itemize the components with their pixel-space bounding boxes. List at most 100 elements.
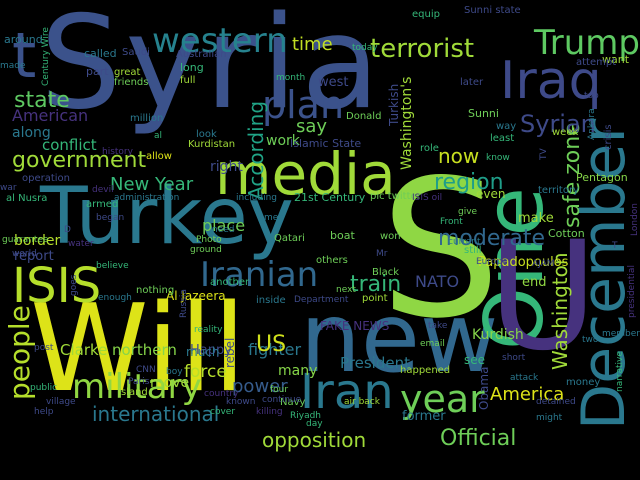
word: two: [582, 335, 599, 345]
word: Century Wire: [41, 27, 51, 86]
word: Navy: [280, 397, 306, 408]
word: allow: [146, 151, 172, 162]
word: operation: [22, 173, 71, 184]
word: many: [278, 363, 318, 379]
word: Qatari: [274, 233, 305, 244]
word: Syria: [40, 0, 384, 138]
word: President: [340, 354, 410, 372]
word: say: [296, 116, 328, 137]
word: Department: [294, 295, 349, 305]
word: new: [300, 282, 499, 394]
word: country: [204, 389, 239, 399]
word: later: [460, 77, 484, 88]
word: northern: [112, 341, 177, 359]
word: Washington: [548, 252, 572, 370]
word: killing: [256, 407, 283, 417]
word: end: [522, 275, 547, 290]
word: international: [92, 402, 220, 426]
word: look: [196, 129, 217, 140]
word: London: [630, 203, 640, 236]
word: Australian: [176, 49, 227, 60]
word: Iran: [300, 364, 394, 420]
word: year: [400, 377, 485, 421]
word: devil: [92, 185, 114, 195]
word: armed: [86, 199, 119, 210]
word: air back: [344, 397, 380, 407]
word: continue: [262, 395, 302, 405]
word: won: [380, 231, 401, 242]
word: conflict: [42, 136, 97, 154]
word: money: [566, 377, 601, 388]
word: known: [226, 397, 256, 407]
word: Donald: [346, 111, 382, 122]
word: Happy: [190, 343, 232, 358]
word: presidential: [627, 265, 637, 318]
word: detained: [536, 397, 576, 407]
word: pic twitter: [370, 191, 421, 202]
word: territory: [538, 185, 579, 196]
word: Photo: [196, 235, 222, 245]
word: help: [34, 407, 54, 417]
word: report: [14, 249, 54, 264]
word: fighter: [248, 340, 302, 359]
word: Kurdistan: [188, 139, 236, 150]
word: ground: [190, 245, 222, 255]
word: Ankara: [587, 108, 597, 140]
word: Europe: [476, 257, 508, 267]
word: Al Jazeera: [166, 289, 226, 303]
word: much: [186, 345, 220, 359]
word: government: [12, 148, 147, 173]
word: S: [380, 139, 501, 360]
word: Iranian: [200, 255, 319, 295]
word: give: [458, 207, 478, 217]
word: attack: [510, 373, 539, 383]
word: America: [490, 384, 565, 405]
word: Islamic State: [290, 137, 362, 150]
word: now: [438, 144, 480, 168]
word: state: [14, 88, 70, 113]
word: Cotton: [548, 227, 585, 240]
word: others: [316, 255, 348, 266]
word: military: [72, 367, 202, 407]
word: want: [602, 53, 630, 66]
word: western: [152, 21, 288, 61]
word: least: [490, 133, 515, 144]
word: U: [488, 210, 598, 384]
word: FAKE NEWS: [320, 319, 390, 333]
word: Obama: [477, 366, 491, 410]
word: Official: [440, 426, 517, 451]
word: might: [536, 413, 563, 423]
word: part: [86, 65, 109, 78]
word: day: [306, 419, 323, 429]
word: 21st Century: [294, 191, 366, 204]
word: New Year: [110, 174, 194, 195]
word: great: [114, 67, 141, 78]
word: Paris: [128, 377, 150, 387]
word: nothing: [136, 285, 175, 296]
word: right: [210, 159, 243, 175]
word: time: [292, 34, 333, 55]
word: village: [46, 397, 76, 407]
word: around: [4, 33, 43, 46]
word: believe: [96, 261, 129, 271]
word: happened: [400, 365, 451, 376]
word: moderate: [438, 226, 546, 251]
word: world: [12, 249, 37, 259]
word: terrorist: [370, 34, 475, 64]
word: Kurdish: [472, 327, 524, 343]
word: men: [264, 213, 285, 223]
word: ISIS oil: [412, 193, 443, 203]
word: region: [434, 170, 504, 195]
word: Syrian: [520, 110, 596, 138]
word: CNN: [136, 365, 156, 375]
word: Sunni state: [464, 5, 521, 16]
word: called: [84, 47, 117, 60]
word: Saudi: [122, 47, 150, 58]
word: work: [266, 133, 300, 149]
word: narrative: [615, 351, 625, 392]
word: opposition: [262, 428, 367, 452]
word: public: [30, 383, 58, 393]
word: administration: [114, 193, 180, 203]
word: current: [448, 237, 481, 247]
